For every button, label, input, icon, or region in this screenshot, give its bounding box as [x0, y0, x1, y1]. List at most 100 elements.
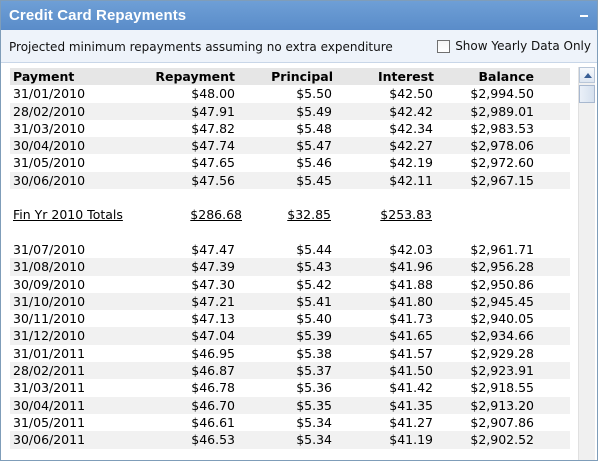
cell-interest: $41.88	[389, 276, 433, 292]
cell-payment: 28/02/2011	[13, 363, 86, 379]
cell-repayment: $47.21	[191, 293, 235, 309]
cell-payment: Fin Yr 2010 Totals	[13, 207, 123, 223]
cell-repayment: $47.13	[191, 311, 235, 327]
cell-balance: $2,983.53	[470, 120, 534, 136]
cell-repayment: $46.95	[191, 345, 235, 361]
table-row: 30/04/2010 $47.74 $5.47 $42.27 $2,978.06	[10, 137, 570, 155]
table-row: 31/05/2011 $46.61 $5.34 $41.27 $2,907.86	[10, 414, 570, 431]
cell-interest: $41.35	[389, 397, 433, 413]
cell-interest: $42.27	[389, 138, 433, 154]
cell-interest: $41.73	[389, 311, 433, 327]
table-row: 31/03/2011 $46.78 $5.36 $41.42 $2,918.55	[10, 379, 570, 396]
cell-repayment: $47.91	[191, 103, 235, 119]
table-row: 31/01/2011 $46.95 $5.38 $41.57 $2,929.28	[10, 345, 570, 362]
table-row: 28/02/2010 $47.91 $5.49 $42.42 $2,989.01	[10, 102, 570, 120]
cell-balance: $2,945.45	[470, 293, 534, 309]
cell-repayment: $47.65	[191, 155, 235, 171]
table-row: 31/10/2010 $47.21 $5.41 $41.80 $2,945.45	[10, 292, 570, 311]
cell-payment: 31/03/2010	[13, 120, 86, 136]
cell-interest: $41.96	[389, 259, 433, 275]
table-row: 31/12/2010 $47.04 $5.39 $41.65 $2,934.66	[10, 327, 570, 345]
cell-interest: $42.50	[389, 86, 433, 102]
cell-repayment: $46.87	[191, 363, 235, 379]
cell-payment: 31/08/2010	[13, 259, 86, 275]
cell-interest: $41.65	[389, 328, 433, 344]
cell-principal: $5.43	[296, 259, 332, 275]
cell-balance: $2,978.06	[470, 138, 534, 154]
cell-interest: $41.27	[389, 414, 433, 430]
cell-repayment: $46.61	[191, 414, 235, 430]
cell-balance: $2,934.66	[470, 328, 534, 344]
table-row: 30/06/2010 $47.56 $5.45 $42.11 $2,967.15	[10, 171, 570, 190]
cell-principal: $5.48	[296, 120, 332, 136]
totals-row: Fin Yr 2010 Totals $286.68 $32.85 $253.83	[10, 206, 570, 223]
scroll-thumb[interactable]	[579, 85, 595, 103]
header-balance: Balance	[478, 69, 534, 84]
cell-interest: $253.83	[380, 207, 432, 223]
cell-payment: 30/06/2010	[13, 172, 86, 188]
cell-payment: 31/07/2010	[13, 241, 86, 257]
cell-principal: $32.85	[287, 207, 331, 223]
cell-balance: $2,918.55	[470, 380, 534, 396]
cell-principal: $5.46	[296, 155, 332, 171]
header-repayment: Repayment	[155, 69, 235, 84]
cell-interest: $42.19	[389, 155, 433, 171]
repayments-table: Payment Repayment Principal Interest Bal…	[10, 68, 570, 449]
spacer-row	[10, 189, 570, 206]
cell-repayment: $47.04	[191, 328, 235, 344]
table-row: 31/03/2010 $47.82 $5.48 $42.34 $2,983.53	[10, 120, 570, 137]
cell-payment: 31/01/2010	[13, 86, 86, 102]
scroll-up-arrow-icon[interactable]	[579, 67, 595, 83]
table-viewport: Payment Repayment Principal Interest Bal…	[1, 63, 597, 461]
cell-balance: $2,961.71	[470, 241, 534, 257]
cell-balance: $2,994.50	[470, 86, 534, 102]
cell-interest: $41.19	[389, 432, 433, 448]
cell-interest: $41.50	[389, 363, 433, 379]
cell-repayment: $46.53	[191, 432, 235, 448]
cell-interest: $42.34	[389, 120, 433, 136]
table-row: 30/09/2010 $47.30 $5.42 $41.88 $2,950.86	[10, 276, 570, 293]
vertical-scrollbar[interactable]	[578, 67, 595, 460]
cell-principal: $5.42	[296, 276, 332, 292]
cell-balance: $2,967.15	[470, 172, 534, 188]
cell-balance: $2,929.28	[470, 345, 534, 361]
cell-balance: $2,907.86	[470, 414, 534, 430]
cell-interest: $42.03	[389, 241, 433, 257]
cell-payment: 31/03/2011	[13, 380, 86, 396]
cell-repayment: $47.47	[191, 241, 235, 257]
cell-balance: $2,902.52	[470, 432, 534, 448]
show-yearly-data-checkbox[interactable]	[437, 39, 451, 53]
cell-payment: 30/06/2011	[13, 432, 86, 448]
show-yearly-data-label[interactable]: Show Yearly Data Only	[455, 39, 591, 53]
cell-principal: $5.38	[296, 345, 332, 361]
spacer-row	[10, 224, 570, 241]
cell-payment: 30/11/2010	[13, 311, 86, 327]
table-header-row: Payment Repayment Principal Interest Bal…	[10, 68, 570, 86]
table-row: 30/06/2011 $46.53 $5.34 $41.19 $2,902.52	[10, 431, 570, 449]
cell-repayment: $286.68	[190, 207, 242, 223]
cell-principal: $5.34	[296, 414, 332, 430]
collapse-icon[interactable]	[577, 6, 591, 20]
cell-repayment: $47.82	[191, 120, 235, 136]
cell-principal: $5.41	[296, 293, 332, 309]
table-row: 31/07/2010 $47.47 $5.44 $42.03 $2,961.71	[10, 241, 570, 258]
table-row: 28/02/2011 $46.87 $5.37 $41.50 $2,923.91	[10, 362, 570, 380]
description-text: Projected minimum repayments assuming no…	[9, 40, 393, 54]
cell-repayment: $47.30	[191, 276, 235, 292]
cell-principal: $5.49	[296, 103, 332, 119]
cell-principal: $5.45	[296, 172, 332, 188]
cell-repayment: $46.70	[191, 397, 235, 413]
cell-repayment: $46.78	[191, 380, 235, 396]
cell-payment: 30/09/2010	[13, 276, 86, 292]
cell-repayment: $47.74	[191, 138, 235, 154]
table-row: 30/04/2011 $46.70 $5.35 $41.35 $2,913.20	[10, 396, 570, 414]
table-row: 31/08/2010 $47.39 $5.43 $41.96 $2,956.28	[10, 258, 570, 276]
table-row: 30/11/2010 $47.13 $5.40 $41.73 $2,940.05	[10, 310, 570, 327]
header-payment: Payment	[13, 69, 75, 84]
cell-principal: $5.34	[296, 432, 332, 448]
cell-payment: 31/01/2011	[13, 345, 86, 361]
cell-balance: $2,972.60	[470, 155, 534, 171]
header-interest: Interest	[377, 69, 434, 84]
show-yearly-data-toggle[interactable]: Show Yearly Data Only	[437, 39, 591, 53]
cell-repayment: $47.39	[191, 259, 235, 275]
